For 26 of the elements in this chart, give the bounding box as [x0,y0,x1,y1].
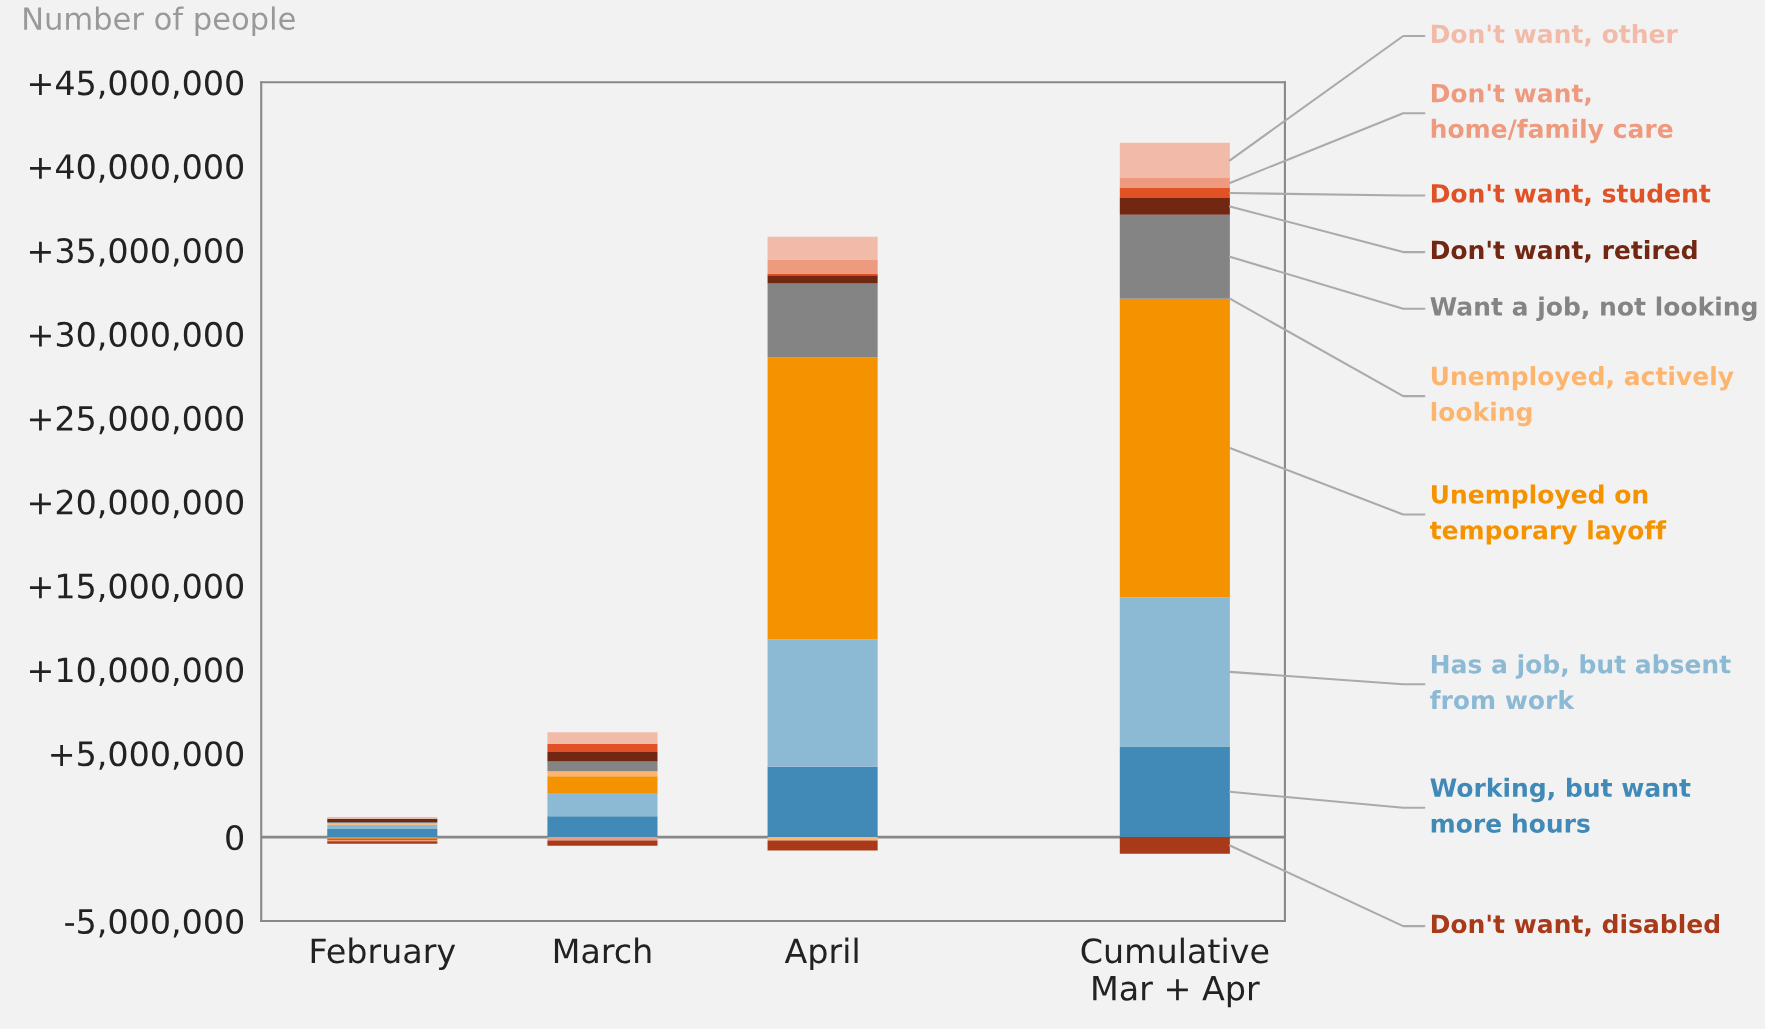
text: Don't want, other [1431,23,1678,47]
text: Working, but want more hours [1430,777,1691,833]
x-tick-label: March [554,937,651,964]
y-tick-label: +30,000,000 [29,321,244,351]
x-tick-label: February [311,937,456,970]
text: Don't want, student [1431,183,1711,206]
y-tick-label: +35,000,000 [29,237,244,267]
y-tick-label: +20,000,000 [29,489,244,519]
y-tick-label: +25,000,000 [29,405,244,435]
text: Unemployed on temporary layoff [1429,484,1667,545]
text: Unemployed, actively looking [1431,366,1734,427]
y-axis-title: Number of people [24,6,295,37]
text: Don't want, retired [1431,240,1697,263]
text: Don't want, home/family care [1431,83,1673,144]
text: Has a job, but absent from work [1430,654,1731,710]
x-tick-label: Cumulative Mar + Apr [1081,937,1269,1008]
y-tick-label: +45,000,000 [29,70,244,99]
y-tick-label: +5,000,000 [51,741,244,770]
y-tick-label: +40,000,000 [29,154,244,183]
y-tick-label: -5,000,000 [65,908,244,938]
text: Don't want, disabled [1431,914,1720,937]
y-tick-label: +15,000,000 [29,573,244,603]
x-tick-label: April [784,937,858,970]
text: Want a job, not looking [1430,296,1757,321]
y-tick-label: +10,000,000 [29,657,244,686]
y-tick-label: 0 [226,825,244,851]
